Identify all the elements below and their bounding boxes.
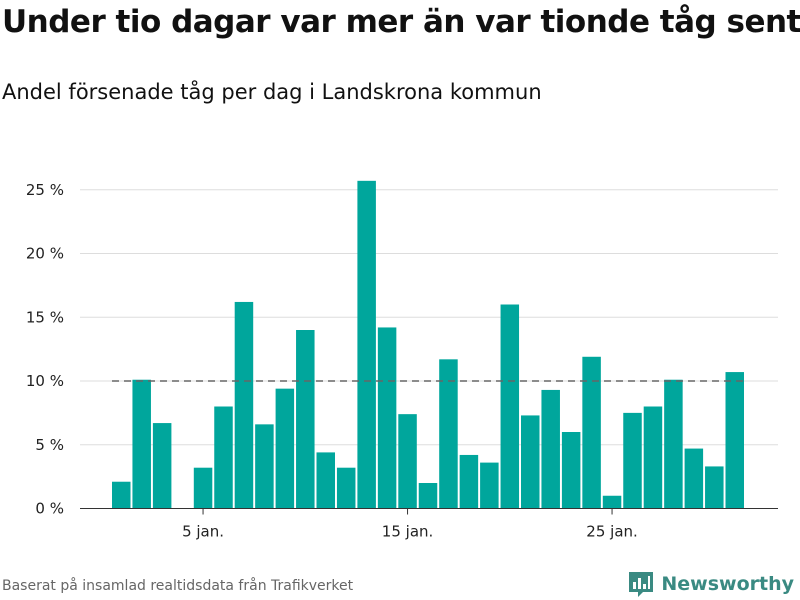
y-tick-label: 15 %: [26, 308, 64, 326]
bar: [582, 356, 601, 509]
bar: [561, 432, 581, 509]
bar-chart: 0 % 5 % 10 % 15 % 20 % 25 % 5 jan. 15 jan. 25 j…: [26, 180, 778, 541]
bar: [357, 180, 376, 509]
x-tick-label: 25 jan.: [586, 523, 638, 541]
y-tick-label: 25 %: [26, 181, 64, 199]
newsworthy-logo-icon: [629, 572, 654, 597]
brand: Newsworthy: [627, 570, 794, 598]
x-tick-label: 15 jan.: [382, 523, 434, 541]
bars: [112, 180, 744, 509]
y-tick-label: 5 %: [35, 436, 64, 454]
bar: [296, 330, 315, 509]
y-tick-label: 10 %: [26, 372, 64, 390]
bar: [398, 414, 417, 509]
chart-title: Under tio dagar var mer än var tionde tå…: [2, 4, 800, 40]
x-tick-label: 5 jan.: [182, 523, 224, 541]
bar: [705, 466, 724, 509]
gridlines: [80, 189, 778, 446]
bar: [664, 379, 683, 509]
bar: [316, 452, 335, 509]
bar: [234, 301, 254, 509]
bar: [214, 406, 233, 509]
bar: [602, 495, 622, 509]
bar: [152, 423, 172, 509]
y-axis: 0 % 5 % 10 % 15 % 20 % 25 %: [26, 181, 64, 518]
bar: [336, 467, 356, 509]
bar: [275, 388, 295, 509]
bar: [439, 359, 458, 509]
source-note: Baserat på insamlad realtidsdata från Tr…: [2, 578, 354, 594]
bar: [459, 454, 479, 509]
bar: [480, 462, 499, 509]
y-tick-label: 0 %: [35, 500, 64, 518]
bar: [725, 372, 744, 509]
bar: [684, 448, 704, 509]
bar: [623, 412, 642, 509]
bar: [112, 481, 131, 509]
x-axis: 5 jan. 15 jan. 25 jan.: [80, 508, 778, 541]
brand-name: Newsworthy: [661, 573, 794, 595]
bar: [643, 406, 663, 509]
bar: [193, 467, 213, 509]
y-tick-label: 20 %: [26, 245, 64, 263]
bar: [500, 304, 520, 509]
bar: [255, 424, 274, 509]
bar: [541, 389, 560, 509]
chart-subtitle: Andel försenade tåg per dag i Landskrona…: [2, 80, 542, 104]
bar: [132, 379, 151, 509]
bar: [377, 327, 397, 509]
bar: [521, 415, 540, 509]
bar: [418, 483, 438, 509]
